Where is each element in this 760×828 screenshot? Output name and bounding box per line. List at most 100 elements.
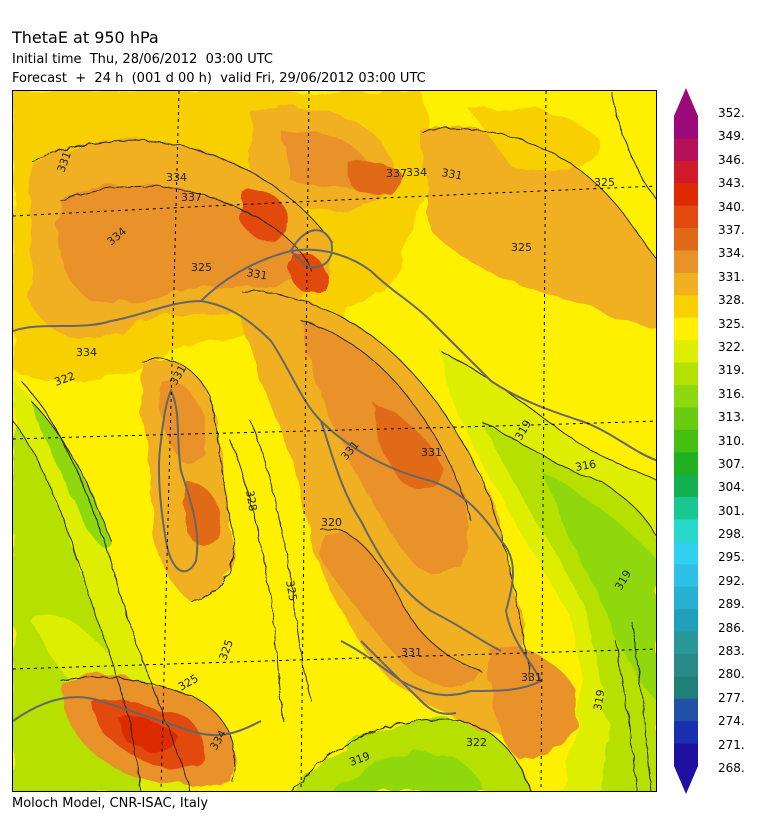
contour-label: 328 <box>243 489 259 512</box>
color-scale-label: 289. <box>718 597 745 612</box>
field-319-east <box>481 421 656 791</box>
color-scale-label: 295. <box>718 550 745 565</box>
field-337-islands <box>186 481 223 546</box>
field-331-east <box>421 128 656 331</box>
color-scale-label: 337. <box>718 222 745 237</box>
color-scale-label: 325. <box>718 316 745 331</box>
contour-label: 334 <box>76 346 97 359</box>
color-scale-cell <box>674 317 698 341</box>
color-scale-label: 274. <box>718 714 745 729</box>
color-scale-bottom-arrow <box>674 766 698 794</box>
color-scale-top-arrow <box>674 88 698 116</box>
contour-label: 325 <box>594 176 615 189</box>
color-scale-label: 322. <box>718 339 745 354</box>
color-scale-label: 283. <box>718 644 745 659</box>
color-scale-label: 301. <box>718 503 745 518</box>
color-scale-label: 286. <box>718 620 745 635</box>
color-scale-cell <box>674 564 698 588</box>
color-scale-cell <box>674 743 698 767</box>
color-scale-cell <box>674 295 698 319</box>
model-credit: Moloch Model, CNR-ISAC, Italy <box>12 796 209 811</box>
color-scale-cell <box>674 698 698 722</box>
color-scale-label: 268. <box>718 761 745 775</box>
color-scale-cell <box>674 586 698 610</box>
color-scale-label: 346. <box>718 152 745 167</box>
color-scale-cell <box>674 205 698 229</box>
contour-label: 331 <box>245 266 268 282</box>
contour-label: 325 <box>283 579 299 602</box>
color-scale-label: 277. <box>718 690 745 705</box>
color-scale-cell <box>674 519 698 543</box>
field-340-alps <box>241 190 287 240</box>
contour-label: 331 <box>440 166 463 182</box>
color-scale-label: 298. <box>718 527 745 542</box>
thetae-map: 331 334 337 334 325 331 337 334 331 325 325 334 322 3… <box>12 90 657 792</box>
color-scale-label: 271. <box>718 737 745 752</box>
color-scale-cell <box>674 160 698 184</box>
color-scale-bar <box>674 88 698 794</box>
contour-label: 319 <box>591 689 607 712</box>
contour-label: 331 <box>421 446 442 459</box>
color-scale-cell <box>674 474 698 498</box>
color-scale-label: 307. <box>718 456 745 471</box>
color-scale-cell <box>674 272 698 296</box>
field-337-ne <box>346 159 406 193</box>
contour-label: 337 <box>386 167 407 180</box>
coastlines <box>13 229 656 737</box>
color-scale-label: 352. <box>718 106 745 120</box>
color-scale-label: 316. <box>718 386 745 401</box>
field-334-se <box>489 648 577 761</box>
color-scale-label: 313. <box>718 410 745 425</box>
field-334-islands <box>160 380 206 465</box>
color-scale-cell <box>674 407 698 431</box>
contour-label: 320 <box>321 516 342 529</box>
field-328-ne <box>471 107 601 171</box>
contour-label: 325 <box>511 241 532 254</box>
color-scale-cell <box>674 340 698 364</box>
color-scale-cell <box>674 183 698 207</box>
color-scale-label: 310. <box>718 433 745 448</box>
contour-label: 334 <box>166 171 187 184</box>
contour-label: 337 <box>181 191 202 204</box>
field-334-south <box>321 529 481 686</box>
color-scale-cell <box>674 631 698 655</box>
lat-lon-grid <box>13 91 656 791</box>
field-316-east <box>541 471 656 700</box>
contour-label: 322 <box>466 736 487 749</box>
color-scale-cell <box>674 362 698 386</box>
field-340-alps-2 <box>291 250 327 295</box>
color-scale-label: 328. <box>718 293 745 308</box>
color-scale-cell <box>674 497 698 520</box>
contour-label: 325 <box>191 261 212 274</box>
color-scale-cell <box>674 676 698 700</box>
color-scale-label: 349. <box>718 129 745 144</box>
color-scale-label: 304. <box>718 480 745 495</box>
color-scale-cell <box>674 116 698 139</box>
color-scale-cell <box>674 250 698 274</box>
color-scale-label: 319. <box>718 363 745 378</box>
contour-label: 331 <box>521 671 542 684</box>
color-scale-label: 343. <box>718 176 745 191</box>
color-scale-cell <box>674 138 698 162</box>
color-scale-cell <box>674 721 698 745</box>
field-316-west <box>31 401 111 547</box>
color-scale-cell <box>674 609 698 633</box>
contour-lines <box>13 91 656 791</box>
color-scale-label: 340. <box>718 199 745 214</box>
color-scale-label: 331. <box>718 269 745 284</box>
field-337-italy <box>371 401 446 490</box>
color-scale-label: 334. <box>718 246 745 261</box>
color-scale-cell <box>674 541 698 565</box>
field-316-south <box>333 753 486 791</box>
map-title: ThetaE at 950 hPa <box>12 28 159 47</box>
color-scale-cell <box>674 429 698 453</box>
forecast-time: Forecast + 24 h (001 d 00 h) valid Fri, … <box>12 71 426 86</box>
contour-label: 316 <box>574 458 597 474</box>
color-scale-label: 280. <box>718 667 745 682</box>
initial-time: Initial time Thu, 28/06/2012 03:00 UTC <box>12 52 273 67</box>
contour-label: 331 <box>401 646 422 659</box>
contour-label: 334 <box>406 166 427 179</box>
color-scale-cell <box>674 653 698 677</box>
color-scale-cell <box>674 384 698 408</box>
